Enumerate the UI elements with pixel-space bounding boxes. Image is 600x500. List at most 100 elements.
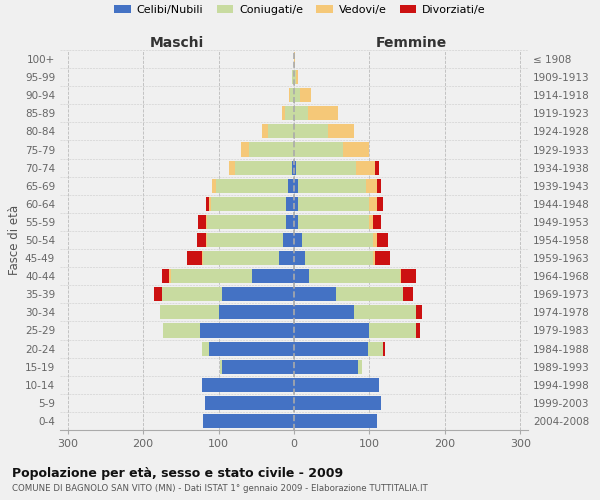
Bar bbox=[249, 142, 294, 156]
Bar bbox=[335, 287, 403, 302]
Bar bbox=[294, 251, 305, 265]
Bar bbox=[309, 269, 400, 283]
Bar bbox=[294, 287, 335, 302]
Bar bbox=[286, 215, 294, 229]
Bar bbox=[292, 160, 294, 174]
Bar bbox=[282, 106, 285, 120]
Bar bbox=[377, 197, 383, 211]
Bar bbox=[356, 160, 375, 174]
Bar bbox=[198, 215, 206, 229]
Bar bbox=[296, 160, 356, 174]
Bar bbox=[171, 269, 253, 283]
Bar bbox=[358, 360, 362, 374]
Bar bbox=[206, 215, 207, 229]
Bar bbox=[370, 324, 416, 338]
Bar bbox=[207, 233, 283, 247]
Bar bbox=[375, 251, 390, 265]
Bar bbox=[294, 233, 302, 247]
Bar bbox=[298, 197, 370, 211]
Bar bbox=[294, 52, 295, 66]
Bar bbox=[400, 269, 401, 283]
Bar bbox=[209, 197, 211, 211]
Bar bbox=[200, 324, 294, 338]
Bar bbox=[298, 215, 370, 229]
Bar bbox=[308, 106, 338, 120]
Bar bbox=[216, 178, 288, 193]
Bar bbox=[229, 160, 235, 174]
Bar bbox=[416, 324, 420, 338]
Bar bbox=[290, 88, 294, 102]
Bar bbox=[298, 178, 366, 193]
Bar bbox=[343, 142, 370, 156]
Bar bbox=[294, 342, 368, 355]
Bar bbox=[197, 233, 206, 247]
Bar bbox=[279, 251, 294, 265]
Bar bbox=[375, 160, 379, 174]
Text: Maschi: Maschi bbox=[150, 36, 204, 50]
Bar bbox=[370, 197, 377, 211]
Bar bbox=[373, 251, 375, 265]
Bar bbox=[288, 178, 294, 193]
Bar bbox=[205, 396, 294, 410]
Bar bbox=[212, 178, 216, 193]
Y-axis label: Fasce di età: Fasce di età bbox=[8, 205, 21, 275]
Bar bbox=[401, 269, 416, 283]
Bar bbox=[370, 215, 373, 229]
Bar bbox=[218, 306, 294, 320]
Text: Popolazione per età, sesso e stato civile - 2009: Popolazione per età, sesso e stato civil… bbox=[12, 468, 343, 480]
Legend: Celibi/Nubili, Coniugati/e, Vedovi/e, Divorziati/e: Celibi/Nubili, Coniugati/e, Vedovi/e, Di… bbox=[110, 0, 490, 20]
Text: COMUNE DI BAGNOLO SAN VITO (MN) - Dati ISTAT 1° gennaio 2009 - Elaborazione TUTT: COMUNE DI BAGNOLO SAN VITO (MN) - Dati I… bbox=[12, 484, 428, 493]
Bar bbox=[294, 88, 300, 102]
Bar bbox=[294, 360, 358, 374]
Bar bbox=[377, 178, 381, 193]
Bar bbox=[163, 324, 200, 338]
Bar bbox=[355, 306, 416, 320]
Bar bbox=[169, 269, 171, 283]
Bar bbox=[302, 233, 373, 247]
Bar bbox=[283, 233, 294, 247]
Bar bbox=[162, 269, 169, 283]
Bar bbox=[294, 70, 296, 84]
Bar bbox=[328, 124, 355, 138]
Bar bbox=[294, 178, 298, 193]
Y-axis label: Anni di nascita: Anni di nascita bbox=[598, 196, 600, 284]
Bar bbox=[383, 342, 385, 355]
Bar bbox=[294, 215, 298, 229]
Bar bbox=[235, 160, 292, 174]
Bar bbox=[416, 306, 422, 320]
Bar bbox=[222, 287, 294, 302]
Bar bbox=[294, 396, 381, 410]
Bar bbox=[160, 306, 218, 320]
Bar bbox=[203, 251, 279, 265]
Bar bbox=[403, 287, 413, 302]
Bar bbox=[296, 70, 298, 84]
Bar bbox=[289, 88, 290, 102]
Bar bbox=[294, 142, 343, 156]
Bar bbox=[154, 287, 162, 302]
Bar bbox=[162, 287, 222, 302]
Bar bbox=[294, 269, 309, 283]
Bar bbox=[377, 233, 388, 247]
Bar bbox=[294, 124, 328, 138]
Bar bbox=[292, 70, 294, 84]
Bar bbox=[203, 414, 294, 428]
Bar bbox=[294, 106, 308, 120]
Bar bbox=[368, 342, 383, 355]
Bar bbox=[207, 215, 286, 229]
Bar bbox=[220, 360, 222, 374]
Bar bbox=[305, 251, 373, 265]
Bar bbox=[222, 360, 294, 374]
Bar bbox=[294, 378, 379, 392]
Bar bbox=[294, 160, 296, 174]
Bar bbox=[286, 197, 294, 211]
Bar bbox=[241, 142, 249, 156]
Bar bbox=[294, 197, 298, 211]
Text: Femmine: Femmine bbox=[376, 36, 446, 50]
Bar bbox=[202, 342, 209, 355]
Bar bbox=[268, 124, 294, 138]
Bar bbox=[206, 197, 209, 211]
Bar bbox=[253, 269, 294, 283]
Bar bbox=[294, 306, 355, 320]
Bar bbox=[285, 106, 294, 120]
Bar bbox=[209, 342, 294, 355]
